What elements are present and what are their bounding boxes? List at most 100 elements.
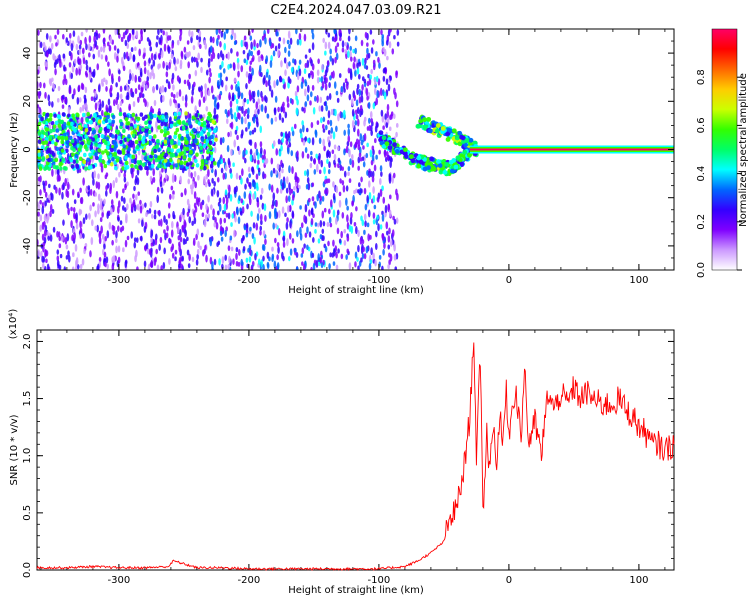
heatmap-cell (177, 103, 181, 109)
heatmap-cell (187, 169, 191, 178)
heatmap-cell (94, 210, 97, 218)
heatmap-cell (50, 120, 55, 126)
heatmap-cell (351, 108, 355, 117)
heatmap-cell (250, 41, 253, 50)
heatmap-cell (77, 35, 80, 44)
heatmap-cell (354, 142, 358, 148)
heatmap-cell (86, 112, 90, 117)
heatmap-cell (387, 83, 391, 92)
heatmap-cell (357, 265, 360, 270)
heatmap-cell (259, 225, 263, 231)
heatmap-cell (286, 133, 289, 141)
heatmap-cell (177, 263, 181, 269)
heatmap-cell (263, 148, 266, 156)
heatmap-cell (346, 205, 349, 211)
heatmap-cell (283, 57, 287, 64)
heatmap-cell (358, 73, 361, 80)
heatmap-cell (149, 115, 154, 120)
heatmap-cell (246, 177, 249, 184)
heatmap-cell (340, 111, 344, 119)
spectrogram-x-ticks: -300 -200 -100 0 100 (40, 29, 666, 286)
heatmap-cell (249, 154, 253, 162)
heatmap-cell (100, 54, 104, 60)
heatmap-cell (37, 211, 40, 217)
heatmap-cell (255, 101, 259, 110)
heatmap-cell (98, 230, 102, 239)
heatmap-cell (377, 223, 380, 232)
heatmap-cell (236, 57, 240, 64)
heatmap-cell (322, 138, 325, 147)
heatmap-cell (123, 137, 128, 143)
heatmap-cell (107, 61, 110, 67)
heatmap-cell (235, 98, 239, 105)
heatmap-cell (91, 117, 96, 123)
heatmap-cell (303, 68, 307, 75)
heatmap-cell (104, 140, 108, 146)
heatmap-cell (379, 87, 383, 97)
heatmap-cell (157, 29, 160, 36)
heatmap-cell (165, 232, 169, 239)
heatmap-cell (296, 230, 299, 238)
heatmap-cell (112, 225, 116, 231)
heatmap-cell (313, 157, 317, 165)
heatmap-cell (73, 88, 76, 96)
heatmap-cell (388, 126, 392, 131)
heatmap-cell (385, 122, 389, 129)
heatmap-cell (58, 187, 61, 196)
heatmap-cell (259, 125, 263, 134)
heatmap-cell (372, 63, 376, 71)
heatmap-cell (371, 175, 375, 183)
heatmap-cell (365, 87, 369, 97)
heatmap-cell (387, 203, 390, 211)
heatmap-cell (141, 219, 144, 228)
heatmap-cell (78, 97, 82, 103)
heatmap-cell (363, 187, 367, 195)
heatmap-cell (305, 127, 309, 133)
heatmap-cell (53, 113, 57, 118)
heatmap-cell (153, 113, 157, 119)
heatmap-cell (304, 232, 308, 238)
heatmap-cell (103, 111, 108, 116)
heatmap-cell (80, 31, 84, 37)
y-tick-label: -20 (22, 190, 33, 206)
heatmap-cell (163, 229, 166, 234)
heatmap-cell (56, 260, 60, 267)
heatmap-cell (197, 121, 202, 126)
heatmap-cell (84, 36, 87, 45)
heatmap-cell (379, 178, 382, 185)
heatmap-cell (193, 191, 197, 199)
heatmap-cell (85, 29, 88, 33)
heatmap-cell (222, 136, 225, 144)
heatmap-cell (91, 137, 95, 142)
heatmap-cell (213, 128, 217, 134)
heatmap-cell (163, 133, 167, 138)
heatmap-cell (282, 101, 285, 108)
heatmap-cell (273, 107, 277, 113)
heatmap-cell (311, 137, 315, 146)
heatmap-cell (188, 113, 192, 120)
heatmap-cell (188, 29, 191, 37)
heatmap-cell (268, 183, 271, 191)
heatmap-cell (79, 64, 83, 69)
heatmap-cell (357, 229, 360, 238)
heatmap-cell (388, 41, 392, 49)
heatmap-cell (354, 109, 358, 115)
colorbar-tick-label: 0.4 (696, 166, 707, 182)
heatmap-cell (165, 162, 170, 167)
heatmap-cell (264, 238, 267, 245)
heatmap-cell (271, 42, 275, 49)
heatmap-cell (342, 185, 346, 193)
heatmap-cell (106, 128, 110, 134)
heatmap-cell (358, 88, 362, 97)
heatmap-cell (173, 174, 177, 183)
heatmap-cell (227, 245, 231, 252)
heatmap-cell (378, 130, 384, 136)
heatmap-cell (362, 145, 365, 150)
heatmap-cell (82, 57, 86, 65)
heatmap-cell (214, 96, 217, 103)
heatmap-cell (388, 252, 391, 258)
heatmap-cell (233, 229, 236, 238)
heatmap-cell (322, 124, 325, 130)
heatmap-cell (245, 222, 249, 229)
heatmap-cell (395, 100, 399, 108)
